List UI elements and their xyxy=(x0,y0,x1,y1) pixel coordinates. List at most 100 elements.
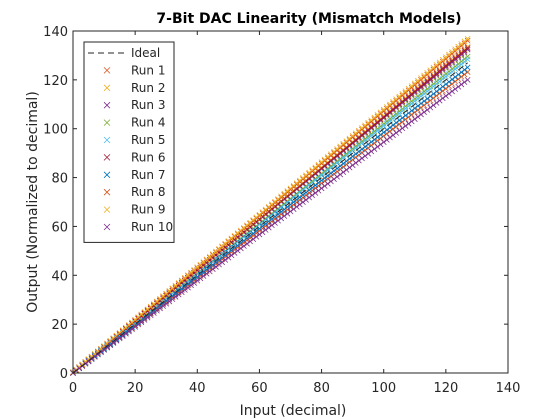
data-point xyxy=(355,157,362,164)
data-point xyxy=(461,49,468,56)
data-point xyxy=(427,104,434,111)
data-point xyxy=(203,270,210,277)
data-point xyxy=(103,171,111,179)
data-point xyxy=(458,61,465,68)
data-point xyxy=(464,35,471,42)
data-point xyxy=(455,83,462,90)
data-point xyxy=(374,143,381,150)
data-point xyxy=(461,71,468,78)
data-point xyxy=(449,88,455,95)
data-point xyxy=(281,206,288,213)
data-point xyxy=(427,86,434,92)
data-point xyxy=(328,178,334,185)
data-point xyxy=(103,223,111,231)
data-point xyxy=(163,300,170,307)
legend-label: Ideal xyxy=(131,46,160,60)
data-point xyxy=(377,131,384,138)
data-point xyxy=(442,73,449,80)
data-point xyxy=(275,217,281,224)
legend-swatch xyxy=(103,136,111,144)
data-point xyxy=(315,187,322,194)
data-point xyxy=(393,130,400,136)
data-point xyxy=(104,344,111,351)
data-point xyxy=(464,46,471,53)
data-point xyxy=(113,337,120,344)
data-point xyxy=(103,136,111,144)
data-point xyxy=(278,208,285,215)
data-point xyxy=(119,333,126,339)
data-point xyxy=(281,213,288,219)
data-point xyxy=(449,81,455,87)
data-point xyxy=(296,189,303,196)
data-point xyxy=(303,184,309,191)
data-point xyxy=(346,164,353,171)
legend-label: Run 7 xyxy=(131,168,165,182)
data-point xyxy=(287,197,294,203)
data-point xyxy=(349,162,356,169)
data-point xyxy=(402,123,409,129)
data-point xyxy=(284,210,291,217)
data-point xyxy=(222,252,229,258)
data-point xyxy=(399,125,406,132)
data-point xyxy=(178,289,185,296)
data-point xyxy=(300,187,306,193)
data-point xyxy=(284,204,291,210)
data-point xyxy=(352,151,359,157)
data-point xyxy=(383,127,390,133)
data-point xyxy=(390,122,396,129)
x-tick-label: 20 xyxy=(127,381,144,396)
data-point xyxy=(213,259,219,266)
data-point xyxy=(430,74,437,81)
data-point xyxy=(436,97,443,104)
data-point xyxy=(337,171,344,178)
legend-swatch xyxy=(103,154,111,161)
data-point xyxy=(421,98,427,104)
data-point xyxy=(98,349,104,356)
data-point xyxy=(253,233,260,240)
data-point xyxy=(415,113,421,120)
legend-label: Run 6 xyxy=(131,150,165,164)
data-point xyxy=(411,116,418,122)
data-point xyxy=(399,115,406,121)
data-point xyxy=(365,150,372,157)
data-point xyxy=(206,264,213,271)
data-point xyxy=(396,117,403,124)
series-run-9 xyxy=(70,35,471,376)
data-point xyxy=(442,81,449,88)
data-point xyxy=(234,247,241,254)
data-point xyxy=(284,199,291,206)
y-tick-label: 100 xyxy=(43,123,68,138)
data-point xyxy=(405,103,412,110)
data-point xyxy=(244,240,250,247)
chart-title: 7-Bit DAC Linearity (Mismatch Models) xyxy=(156,11,461,27)
data-point xyxy=(306,187,313,194)
data-point xyxy=(247,238,253,245)
legend-swatch xyxy=(103,119,111,126)
data-point xyxy=(446,83,452,90)
data-point xyxy=(324,180,331,187)
data-point xyxy=(306,194,313,201)
data-point xyxy=(458,81,465,88)
data-point xyxy=(272,213,278,220)
y-tick-label: 60 xyxy=(51,220,68,235)
data-point xyxy=(172,293,179,300)
y-tick-label: 80 xyxy=(51,172,68,187)
data-point xyxy=(290,206,297,212)
data-point xyxy=(116,335,123,342)
data-point xyxy=(103,119,111,126)
data-point xyxy=(396,110,403,117)
data-point xyxy=(219,259,226,266)
data-point xyxy=(464,45,471,51)
data-point xyxy=(433,100,440,106)
legend-swatch xyxy=(103,206,111,213)
data-point xyxy=(433,92,440,99)
y-axis-title: Output (Normalized to decimal) xyxy=(25,91,41,313)
data-point xyxy=(188,282,194,289)
data-point xyxy=(160,303,166,309)
data-point xyxy=(107,342,114,349)
data-point xyxy=(421,109,427,116)
data-point xyxy=(278,215,285,222)
data-point xyxy=(309,192,316,199)
data-point xyxy=(337,163,344,169)
